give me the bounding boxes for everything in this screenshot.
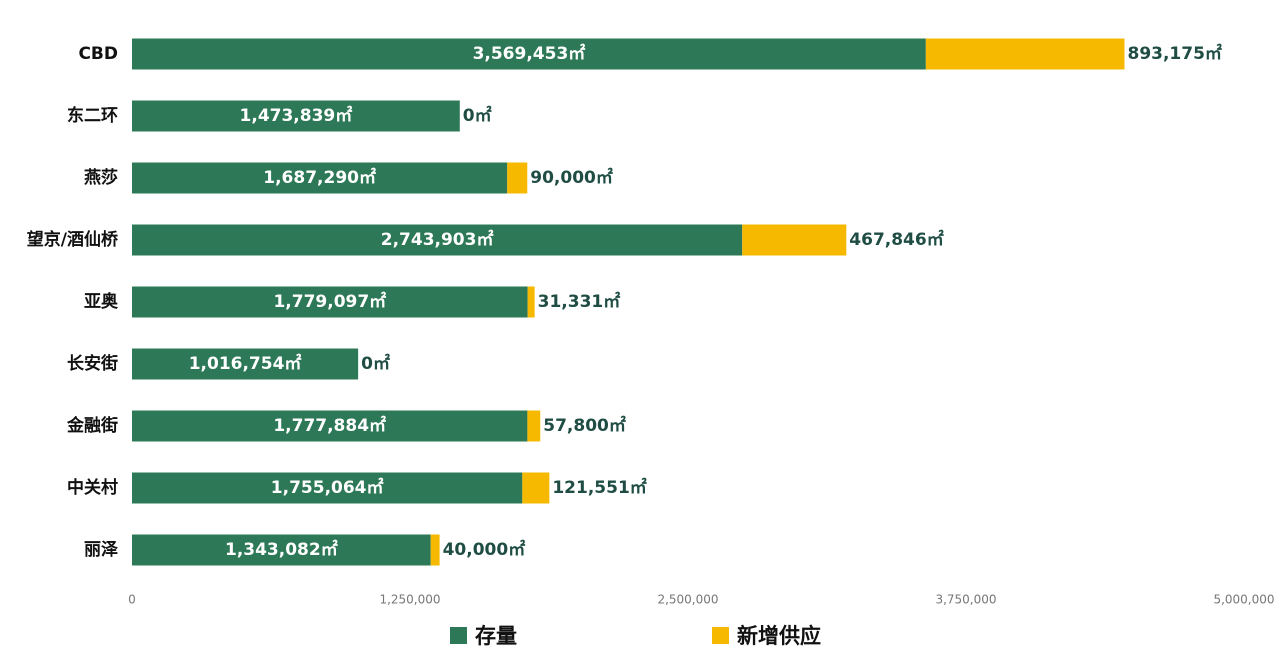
bar-segment	[430, 534, 440, 566]
bar-segment	[132, 286, 528, 318]
value-label: 1,343,082㎡	[225, 539, 338, 560]
value-label: 57,800㎡	[543, 415, 626, 436]
bar-segment	[132, 224, 743, 256]
value-label: 0㎡	[361, 353, 390, 374]
legend-swatch	[712, 627, 729, 644]
bar-segment	[507, 162, 528, 194]
bar-segment	[132, 38, 926, 70]
value-label: 31,331㎡	[538, 291, 621, 312]
value-label: 893,175㎡	[1127, 43, 1221, 64]
value-label: 1,687,290㎡	[263, 167, 376, 188]
bar-segment	[132, 162, 508, 194]
value-label: 90,000㎡	[530, 167, 613, 188]
bar-segment	[925, 38, 1125, 70]
value-label: 1,777,884㎡	[273, 415, 386, 436]
bar-segment	[132, 348, 359, 380]
value-label: 1,755,064㎡	[271, 477, 384, 498]
bar-segment	[132, 100, 460, 132]
bar-segment	[742, 224, 847, 256]
category-label: 丽泽	[84, 540, 118, 560]
value-label: 1,779,097㎡	[273, 291, 386, 312]
legend-label: 存量	[475, 624, 517, 648]
value-label: 2,743,903㎡	[381, 229, 494, 250]
category-label: 望京/酒仙桥	[27, 229, 119, 250]
category-label: 长安街	[67, 353, 118, 374]
legend-label: 新增供应	[737, 624, 821, 648]
category-label: 中关村	[67, 477, 118, 498]
value-label: 1,016,754㎡	[189, 353, 302, 374]
x-tick-label: 5,000,000	[1213, 593, 1274, 607]
bar-segment	[527, 286, 535, 318]
x-tick-label: 3,750,000	[935, 593, 996, 607]
legend-swatch	[450, 627, 467, 644]
value-label: 3,569,453㎡	[473, 43, 586, 64]
value-label: 121,551㎡	[552, 477, 646, 498]
category-label: CBD	[78, 44, 118, 64]
value-label: 1,473,839㎡	[240, 105, 353, 126]
value-label: 0㎡	[463, 105, 492, 126]
value-label: 40,000㎡	[443, 539, 526, 560]
bar-segment	[132, 410, 528, 442]
bar-segment	[132, 534, 431, 566]
x-tick-label: 1,250,000	[379, 593, 440, 607]
x-tick-label: 0	[128, 593, 136, 607]
bar-segment	[527, 410, 541, 442]
bar-segment	[132, 472, 523, 504]
value-label: 467,846㎡	[849, 229, 943, 250]
category-label: 金融街	[66, 415, 118, 436]
category-label: 亚奥	[84, 291, 119, 312]
category-label: 东二环	[67, 105, 118, 126]
x-tick-label: 2,500,000	[657, 593, 718, 607]
bar-segment	[522, 472, 550, 504]
category-label: 燕莎	[84, 167, 118, 188]
